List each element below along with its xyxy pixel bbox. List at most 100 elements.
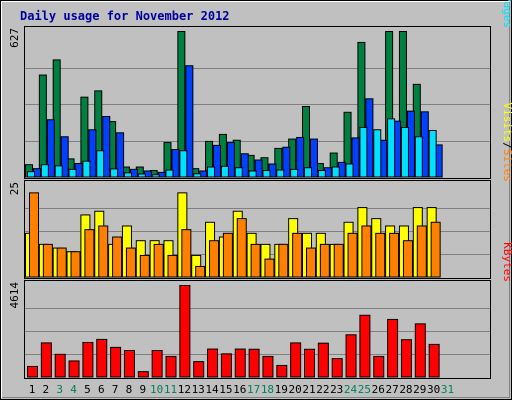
bar-pages-day-20 — [290, 168, 299, 178]
bar-kbytes-day-24 — [345, 334, 357, 378]
bar-sites-day-4 — [70, 251, 81, 278]
legend-separator: / — [501, 142, 512, 149]
x-tick-label-3: 3 — [56, 383, 63, 396]
bar-sites-day-29 — [416, 225, 427, 278]
bar-sites-day-17 — [250, 243, 261, 278]
x-tick-label-9: 9 — [139, 383, 146, 396]
bar-sites-day-20 — [292, 232, 303, 278]
bar-kbytes-day-17 — [248, 348, 260, 378]
bar-pages-day-21 — [304, 167, 312, 178]
bar-pages-day-25 — [359, 126, 368, 178]
bar-kbytes-day-12 — [179, 285, 191, 378]
x-tick-label-4: 4 — [70, 383, 77, 396]
x-tick-label-26: 26 — [372, 383, 385, 396]
x-tick-label-31: 31 — [441, 383, 454, 396]
bar-pages-day-26 — [373, 129, 382, 178]
bar-pages-day-6 — [96, 150, 105, 178]
x-tick-label-27: 27 — [385, 383, 398, 396]
bar-pages-day-18 — [262, 170, 271, 178]
bar-sites-day-7 — [112, 236, 123, 278]
bar-pages-day-8 — [123, 172, 132, 178]
legend-entry-kbytes: KBytes — [501, 242, 512, 282]
bar-kbytes-day-5 — [82, 341, 94, 378]
bar-pages-day-24 — [345, 163, 354, 178]
bar-files-day-11 — [171, 149, 180, 178]
bar-pages-day-27 — [387, 118, 396, 178]
y-tick-label: 25 — [8, 182, 21, 195]
x-tick-label-2: 2 — [43, 383, 50, 396]
bar-pages-day-19 — [276, 169, 285, 178]
bar-files-day-2 — [46, 119, 55, 178]
bar-files-day-12 — [185, 65, 194, 178]
bar-files-day-6 — [102, 115, 111, 178]
bar-sites-day-10 — [153, 243, 164, 278]
bar-files-day-15 — [226, 142, 235, 178]
bar-pages-day-23 — [331, 166, 340, 178]
x-tick-label-19: 19 — [275, 383, 288, 396]
x-tick-label-21: 21 — [302, 383, 315, 396]
bar-files-day-19 — [282, 146, 291, 178]
x-tick-label-30: 30 — [427, 383, 440, 396]
bar-kbytes-day-10 — [151, 350, 163, 378]
legend-text: Hits/Files/Pages — [501, 0, 512, 28]
panel-bottom: 4614 KBytes — [8, 242, 512, 379]
bar-sites-day-28 — [402, 240, 413, 278]
bar-files-day-14 — [213, 144, 222, 178]
bar-kbytes-day-18 — [262, 355, 274, 378]
bar-pages-day-13 — [193, 173, 202, 178]
bar-pages-day-2 — [40, 164, 49, 178]
bar-kbytes-day-8 — [123, 350, 135, 378]
legend-text: KBytes — [501, 242, 512, 282]
bar-kbytes-day-14 — [207, 348, 219, 378]
legend-bottom: KBytes — [501, 242, 512, 282]
bar-kbytes-day-2 — [40, 342, 52, 378]
bar-pages-day-16 — [234, 167, 243, 178]
bar-sites-day-3 — [56, 247, 67, 278]
legend-text: Visits/Sites — [501, 103, 512, 183]
bar-sites-day-23 — [333, 243, 344, 278]
x-tick-label-20: 20 — [289, 383, 302, 396]
bar-hits-day-2 — [38, 74, 47, 178]
bar-sites-day-22 — [319, 243, 330, 278]
bar-files-day-16 — [240, 153, 249, 178]
bar-sites-day-2 — [42, 243, 53, 278]
bar-files-day-17 — [254, 159, 263, 178]
legend-entry-sites: Sites — [501, 149, 512, 182]
bar-sites-day-14 — [209, 240, 220, 278]
bar-sites-day-13 — [195, 265, 206, 278]
x-tick-label-22: 22 — [316, 383, 329, 396]
x-tick-label-7: 7 — [112, 383, 119, 396]
bar-kbytes-day-26 — [373, 355, 385, 378]
bar-sites-day-5 — [84, 229, 95, 278]
bar-pages-day-4 — [68, 168, 77, 178]
bar-kbytes-day-28 — [400, 339, 412, 378]
x-tick-label-11: 11 — [164, 383, 177, 396]
bar-kbytes-day-9 — [137, 371, 149, 378]
panel-middle: 25 Visits/Sites — [8, 103, 512, 279]
bar-kbytes-day-4 — [68, 360, 80, 378]
bar-sites-day-12 — [181, 229, 192, 278]
bar-sites-day-16 — [236, 218, 247, 278]
bar-pages-day-3 — [54, 165, 63, 178]
x-tick-label-10: 10 — [150, 383, 163, 396]
bar-pages-day-9 — [137, 173, 146, 178]
x-tick-label-5: 5 — [84, 383, 91, 396]
bar-kbytes-day-23 — [331, 358, 343, 378]
bar-sites-day-26 — [375, 232, 386, 278]
x-tick-label-15: 15 — [219, 383, 232, 396]
bar-sites-day-18 — [264, 258, 275, 278]
bar-pages-day-1 — [27, 171, 35, 178]
bar-files-day-3 — [60, 136, 69, 178]
x-tick-label-28: 28 — [399, 383, 412, 396]
bar-kbytes-day-6 — [96, 338, 108, 378]
x-tick-label-8: 8 — [126, 383, 133, 396]
bar-kbytes-day-13 — [193, 361, 205, 378]
x-tick-label-29: 29 — [413, 383, 426, 396]
x-tick-label-1: 1 — [29, 383, 36, 396]
y-tick-label: 4614 — [8, 282, 21, 309]
x-tick-label-13: 13 — [192, 383, 205, 396]
x-tick-label-12: 12 — [178, 383, 191, 396]
bar-kbytes-day-7 — [110, 346, 122, 378]
bar-files-day-24 — [351, 137, 360, 178]
